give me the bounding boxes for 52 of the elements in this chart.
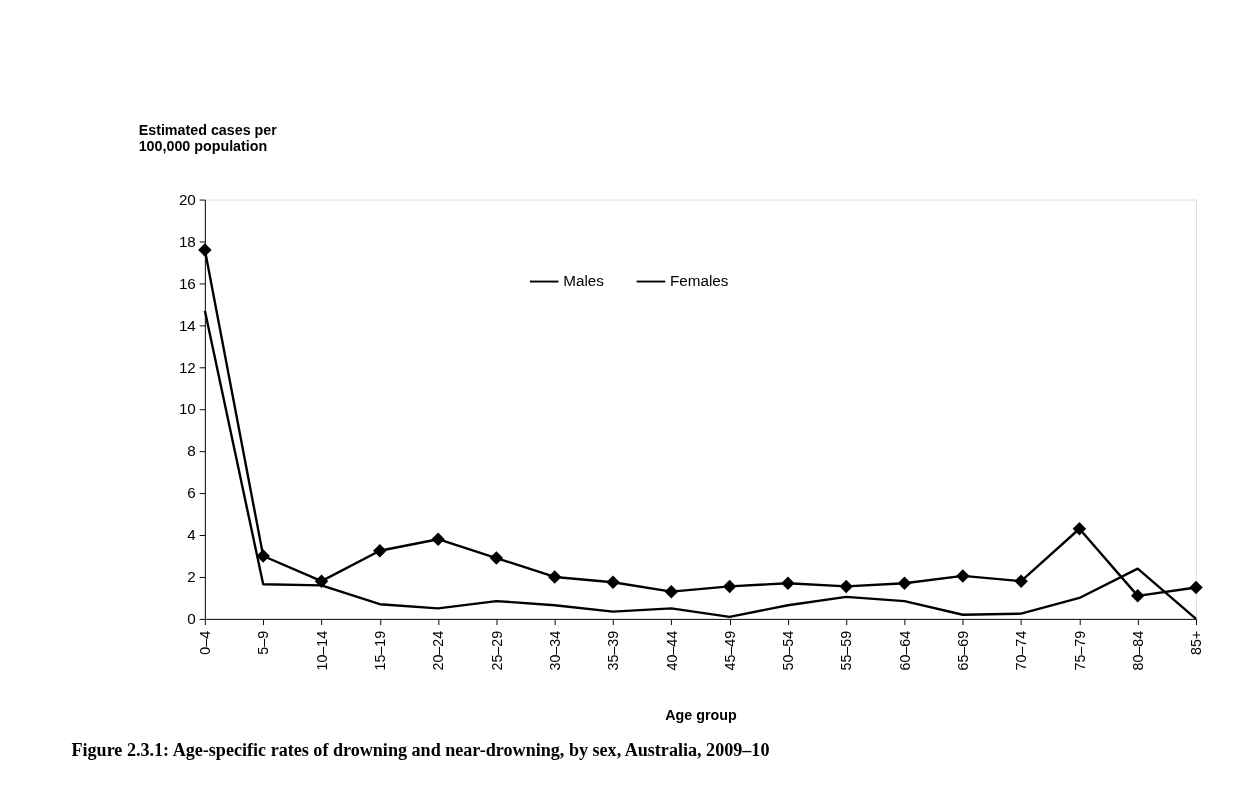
x-tick-label: 60–64 xyxy=(896,630,913,671)
x-tick-label: 20–24 xyxy=(430,630,447,671)
x-tick-label: 5–9 xyxy=(255,630,272,655)
x-tick-label: 65–69 xyxy=(955,630,972,671)
point xyxy=(1014,574,1028,588)
x-tick-label: 10–14 xyxy=(313,630,330,671)
point xyxy=(664,584,679,599)
point xyxy=(1130,589,1145,603)
point xyxy=(781,576,795,591)
x-tick-label: 85+ xyxy=(1188,630,1205,656)
y-tick-label: 20 xyxy=(178,190,196,208)
point xyxy=(198,243,212,257)
point xyxy=(956,569,970,583)
text: Figure 2.3.1: Age-specific rates of drowning and near-drowning, by sex, Australia, 2009–10 xyxy=(71,739,770,760)
y-tick-label: 10 xyxy=(178,400,196,418)
point xyxy=(1072,522,1087,536)
x-tick-label: 75–79 xyxy=(1071,630,1088,671)
point xyxy=(431,532,445,546)
point xyxy=(314,574,329,588)
x-tick-label: 30–34 xyxy=(546,630,563,671)
point xyxy=(489,551,504,565)
y-tick-label: 6 xyxy=(187,484,196,502)
y-tick-label: 0 xyxy=(187,610,196,628)
y-tick-label: 14 xyxy=(178,316,197,334)
point xyxy=(256,549,270,563)
y-tick-label: 8 xyxy=(187,442,196,460)
x-tick-label: 35–39 xyxy=(605,630,622,671)
legend-label: Males xyxy=(563,272,605,290)
legend-label: Females xyxy=(669,272,729,290)
x-tick-label: 45–49 xyxy=(721,630,738,671)
x-axis-title: Age group xyxy=(665,707,737,724)
point xyxy=(839,579,853,594)
y-tick-label: 2 xyxy=(187,568,196,586)
y-tick-label: 16 xyxy=(178,274,196,292)
y-axis-title: Estimated cases per 100,000 population xyxy=(138,122,278,155)
x-tick-label: 25–29 xyxy=(488,630,505,671)
x-tick-label: 80–84 xyxy=(1129,630,1146,671)
point xyxy=(373,544,387,558)
y-tick-label: 18 xyxy=(178,232,196,250)
x-tick-label: 50–54 xyxy=(780,630,797,671)
x-tick-label: 70–74 xyxy=(1013,630,1030,671)
x-tick-label: 40–44 xyxy=(663,630,680,671)
point xyxy=(722,579,737,594)
x-tick-label: 15–19 xyxy=(372,630,389,671)
y-tick-label: 4 xyxy=(187,526,197,544)
point xyxy=(897,576,912,591)
y-tick-label: 12 xyxy=(178,358,196,376)
point xyxy=(547,570,562,584)
x-tick-label: 55–59 xyxy=(838,630,855,671)
point xyxy=(1189,580,1203,595)
x-tick-label: 0–4 xyxy=(197,630,214,655)
point xyxy=(606,575,620,589)
